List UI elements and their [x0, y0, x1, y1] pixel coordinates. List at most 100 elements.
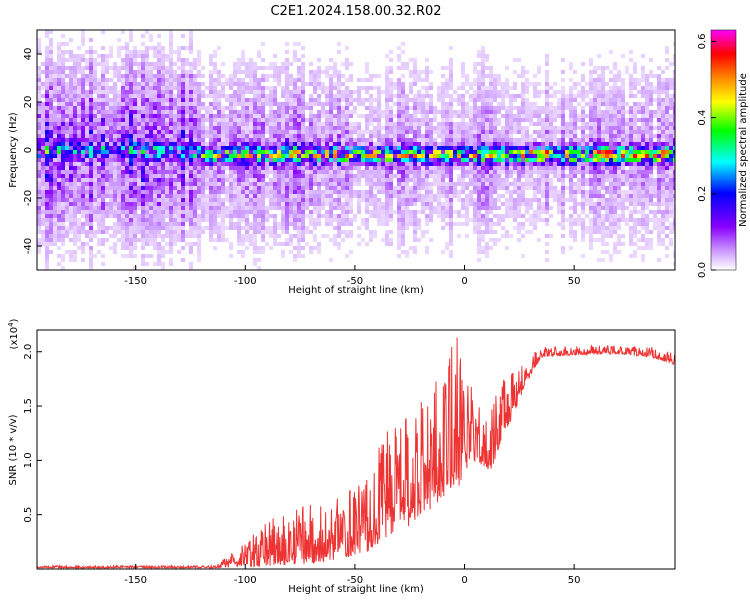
heatmap-cell [369, 114, 373, 118]
heatmap-cell [221, 162, 225, 166]
heatmap-cell [117, 54, 121, 58]
heatmap-cell [269, 126, 273, 130]
heatmap-cell [173, 62, 177, 66]
heatmap-cell [165, 134, 169, 138]
heatmap-cell [361, 198, 365, 202]
heatmap-cell [185, 242, 189, 246]
heatmap-cell [65, 138, 69, 142]
heatmap-cell [53, 206, 57, 210]
heatmap-cell [197, 54, 201, 58]
heatmap-cell [493, 178, 497, 182]
heatmap-cell [173, 242, 177, 246]
heatmap-cell [37, 86, 41, 90]
heatmap-cell [425, 214, 429, 218]
heatmap-cell [117, 50, 121, 54]
heatmap-cell [157, 198, 161, 202]
heatmap-cell [445, 130, 449, 134]
heatmap-cell [305, 162, 309, 166]
heatmap-cell [101, 202, 105, 206]
heatmap-cell [401, 186, 405, 190]
heatmap-cell [473, 106, 477, 110]
heatmap-cell [209, 222, 213, 226]
heatmap-cell [321, 102, 325, 106]
heatmap-cell [453, 210, 457, 214]
heatmap-cell [177, 146, 181, 150]
heatmap-cell [429, 110, 433, 114]
heatmap-cell [117, 194, 121, 198]
heatmap-cell [37, 38, 41, 42]
heatmap-cell [425, 178, 429, 182]
heatmap-cell [317, 242, 321, 246]
heatmap-cell [121, 122, 125, 126]
heatmap-cell [45, 182, 49, 186]
heatmap-cell [69, 118, 73, 122]
heatmap-cell [421, 118, 425, 122]
heatmap-cell [509, 206, 513, 210]
heatmap-cell [141, 90, 145, 94]
heatmap-cell [389, 194, 393, 198]
heatmap-cell [93, 142, 97, 146]
heatmap-cell [221, 82, 225, 86]
heatmap-cell [201, 182, 205, 186]
heatmap-cell [489, 190, 493, 194]
heatmap-cell [317, 70, 321, 74]
heatmap-cell [393, 114, 397, 118]
heatmap-cell [105, 126, 109, 130]
heatmap-cell [37, 198, 41, 202]
heatmap-cell [461, 202, 465, 206]
heatmap-cell [253, 94, 257, 98]
heatmap-cell [245, 62, 249, 66]
heatmap-cell [53, 178, 57, 182]
heatmap-cell [373, 234, 377, 238]
heatmap-cell [377, 178, 381, 182]
heatmap-cell [441, 66, 445, 70]
heatmap-cell [465, 122, 469, 126]
heatmap-cell [353, 98, 357, 102]
heatmap-cell [353, 90, 357, 94]
heatmap-cell [57, 174, 61, 178]
heatmap-cell [281, 126, 285, 130]
heatmap-cell [225, 210, 229, 214]
heatmap-cell [177, 86, 181, 90]
heatmap-cell [485, 166, 489, 170]
heatmap-cell [309, 130, 313, 134]
heatmap-cell [141, 34, 145, 38]
heatmap-cell [37, 174, 41, 178]
heatmap-cell [341, 98, 345, 102]
heatmap-cell [149, 142, 153, 146]
heatmap-cell [397, 158, 401, 162]
heatmap-cell [301, 230, 305, 234]
heatmap-cell [165, 170, 169, 174]
heatmap-cell [229, 82, 233, 86]
heatmap-cell [37, 126, 41, 130]
heatmap-cell [341, 166, 345, 170]
heatmap-cell [45, 118, 49, 122]
heatmap-cell [57, 110, 61, 114]
heatmap-cell [493, 182, 497, 186]
heatmap-cell [417, 170, 421, 174]
heatmap-cell [269, 190, 273, 194]
heatmap-cell [481, 246, 485, 250]
heatmap-cell [177, 226, 181, 230]
heatmap-cell [77, 54, 81, 58]
heatmap-cell [237, 118, 241, 122]
heatmap-cell [441, 186, 445, 190]
heatmap-cell [125, 138, 129, 142]
heatmap-cell [389, 170, 393, 174]
heatmap-cell [341, 90, 345, 94]
heatmap-cell [225, 166, 229, 170]
heatmap-cell [221, 94, 225, 98]
heatmap-cell [481, 90, 485, 94]
heatmap-cell [53, 174, 57, 178]
heatmap-cell [385, 66, 389, 70]
heatmap-cell [177, 90, 181, 94]
heatmap-cell [145, 186, 149, 190]
heatmap-cell [137, 170, 141, 174]
heatmap-cell [281, 162, 285, 166]
heatmap-cell [461, 214, 465, 218]
heatmap-cell [73, 242, 77, 246]
heatmap-cell [149, 114, 153, 118]
heatmap-cell [209, 150, 213, 154]
heatmap-cell [129, 114, 133, 118]
heatmap-cell [309, 182, 313, 186]
